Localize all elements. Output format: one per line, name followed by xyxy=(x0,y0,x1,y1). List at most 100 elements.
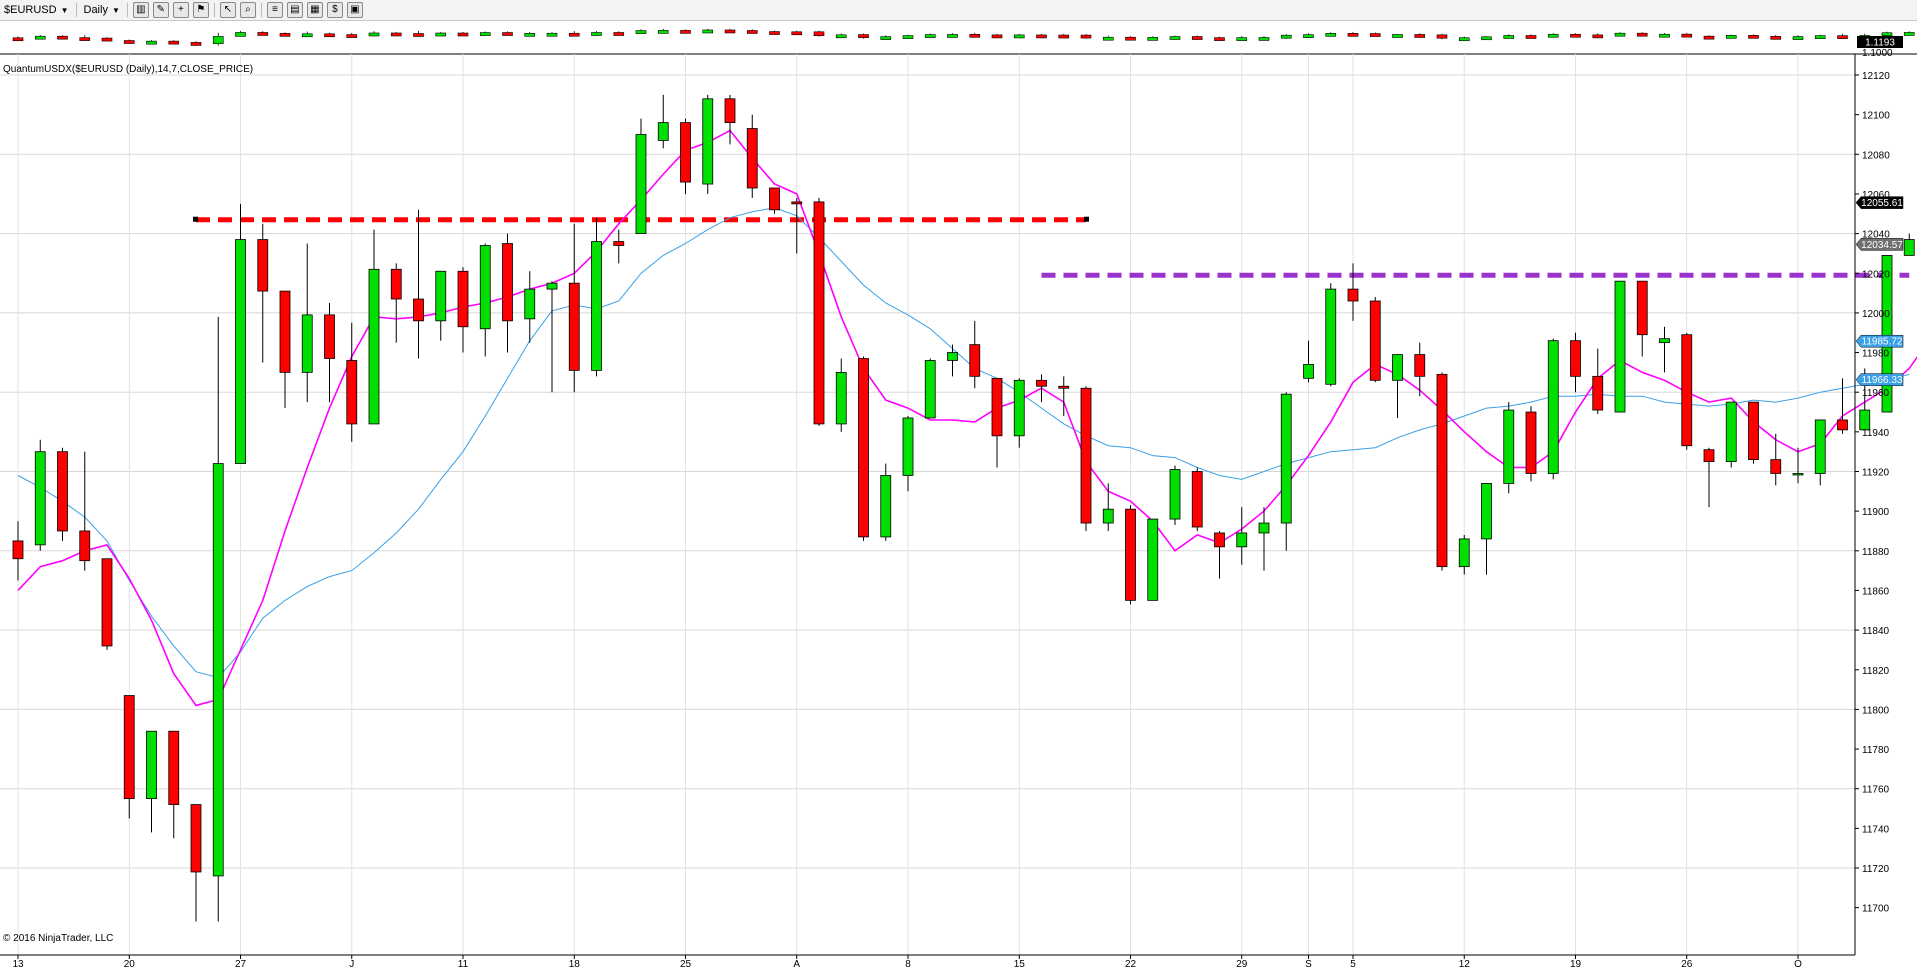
candle-bull xyxy=(1725,401,1737,462)
candle-bear xyxy=(1058,385,1070,389)
price-tag: 12034.57 xyxy=(1855,238,1903,251)
y-tick-label: 11980 xyxy=(1862,349,1890,360)
candle-bear xyxy=(813,201,825,425)
x-tick-label: 8 xyxy=(905,959,911,969)
period-label: Daily xyxy=(83,4,108,16)
mini-candle-bear xyxy=(1570,33,1581,38)
candle-bear xyxy=(1837,419,1848,431)
price-tag: 11985.72 xyxy=(1855,334,1904,348)
mini-candle-bull xyxy=(880,36,892,40)
strategy-icon[interactable]: ⚑ xyxy=(192,2,209,18)
mini-candle-bear xyxy=(858,34,869,39)
x-tick-label: 19 xyxy=(1570,959,1582,969)
mini-candle-bull xyxy=(1392,34,1403,38)
mini-candle-bear xyxy=(613,32,625,36)
chevron-down-icon: ▼ xyxy=(60,5,69,15)
candle-bull xyxy=(1013,379,1025,437)
candle-bear xyxy=(1703,449,1715,462)
copyright-label: © 2016 NinjaTrader, LLC xyxy=(3,933,113,944)
mini-candle-bull xyxy=(1013,34,1025,39)
candle-bull xyxy=(1280,393,1292,524)
instrument-selector[interactable]: $EURUSD ▼ xyxy=(0,1,73,19)
candles xyxy=(12,94,1915,922)
mini-candle-bear xyxy=(991,34,1003,39)
candle-bear xyxy=(1748,401,1759,461)
candle-bear xyxy=(190,804,202,873)
export-icon[interactable]: $ xyxy=(326,2,343,18)
template-icon[interactable]: ▣ xyxy=(346,2,363,18)
drawing-pencil-icon[interactable]: ✎ xyxy=(152,2,169,18)
candle-bear xyxy=(613,241,625,246)
instrument-label: $EURUSD xyxy=(4,4,57,16)
candle-bull xyxy=(435,270,447,322)
mini-candle-bull xyxy=(591,32,602,36)
mini-candle-bear xyxy=(1191,36,1203,40)
x-axis: 13 20 27 J 11 18 25 A 8 15 22 29 S 5 12 19 26 O xyxy=(0,954,1855,969)
candle-bear xyxy=(1369,300,1381,381)
price-chart[interactable]: 1170011720117401176011780118001182011840… xyxy=(0,20,1917,969)
mini-panel-tag-label: 1.1193 xyxy=(1865,38,1895,49)
candle-bear xyxy=(101,558,113,647)
y-tick-label: 11760 xyxy=(1862,785,1890,796)
candle-bull xyxy=(880,475,892,538)
candle-bear xyxy=(858,358,869,538)
mini-candle-bull xyxy=(947,34,958,38)
mini-candle-bear xyxy=(123,40,135,44)
mini-candle-bear xyxy=(568,32,580,37)
add-indicator-icon[interactable]: + xyxy=(172,2,189,18)
mini-candle-bull xyxy=(1303,34,1314,38)
candle-bear xyxy=(57,451,68,532)
mini-candle-bull xyxy=(1102,36,1114,41)
support-resistance-lines xyxy=(193,216,1910,278)
y-tick-label: 12020 xyxy=(1862,269,1890,280)
mini-candle-bull xyxy=(34,35,46,40)
mini-candle-bear xyxy=(680,30,691,34)
mini-candle-bear xyxy=(1636,32,1648,37)
y-tick-label: 11940 xyxy=(1862,428,1890,439)
data-series-icon[interactable]: ≡ xyxy=(266,2,283,18)
mini-panel-tag: 1.1193 xyxy=(1857,36,1903,49)
candle-bear xyxy=(680,122,691,183)
chart-properties-icon[interactable]: ▤ xyxy=(286,2,303,18)
mini-candle-bear xyxy=(1436,34,1448,39)
mini-candle-bull xyxy=(1903,32,1915,36)
candle-bear xyxy=(324,314,335,359)
candle-bear xyxy=(568,282,580,371)
mini-candle-bear xyxy=(1770,36,1782,40)
chart-trader-icon[interactable]: ▦ xyxy=(306,2,323,18)
candle-bull xyxy=(1102,508,1114,524)
candle-bear xyxy=(123,695,135,800)
x-tick-label: 20 xyxy=(124,959,136,969)
candle-bull xyxy=(657,122,669,141)
mini-candle-bear xyxy=(502,32,513,36)
candle-bear xyxy=(257,239,269,292)
candle-bear xyxy=(991,377,1003,437)
period-selector[interactable]: Daily ▼ xyxy=(80,1,124,19)
pointer-icon[interactable]: ↖ xyxy=(219,2,236,18)
zoom-icon[interactable]: ⌕ xyxy=(239,2,256,18)
toolbar-divider xyxy=(126,3,128,17)
mini-candle-bear xyxy=(390,32,402,37)
candle-bull xyxy=(1859,409,1871,431)
x-tick-label: 13 xyxy=(12,959,24,969)
mini-candle-bull xyxy=(1325,33,1337,37)
chevron-down-icon: ▼ xyxy=(111,5,120,15)
candle-bull xyxy=(1659,338,1670,344)
candle-bull xyxy=(1147,518,1159,601)
candle-bull xyxy=(1881,255,1893,413)
mini-candle-bear xyxy=(1748,35,1759,39)
y-tick-label: 11880 xyxy=(1862,547,1890,558)
y-tick-label: 11840 xyxy=(1862,626,1890,637)
candle-bull xyxy=(1792,473,1804,476)
line-anchor-handle xyxy=(1084,216,1089,222)
mini-candle-bull xyxy=(1147,37,1159,41)
candle-bull xyxy=(1325,288,1337,385)
y-tick-label: 12000 xyxy=(1862,309,1890,320)
bar-style-icon[interactable]: ▥ xyxy=(132,2,149,18)
mini-candle-bear xyxy=(746,30,758,34)
mini-candle-bull xyxy=(1280,34,1292,39)
y-tick-label: 12120 xyxy=(1862,71,1890,82)
mini-candle-bear xyxy=(769,31,780,35)
mini-candle-bull xyxy=(146,40,157,45)
candle-bull xyxy=(947,352,958,361)
